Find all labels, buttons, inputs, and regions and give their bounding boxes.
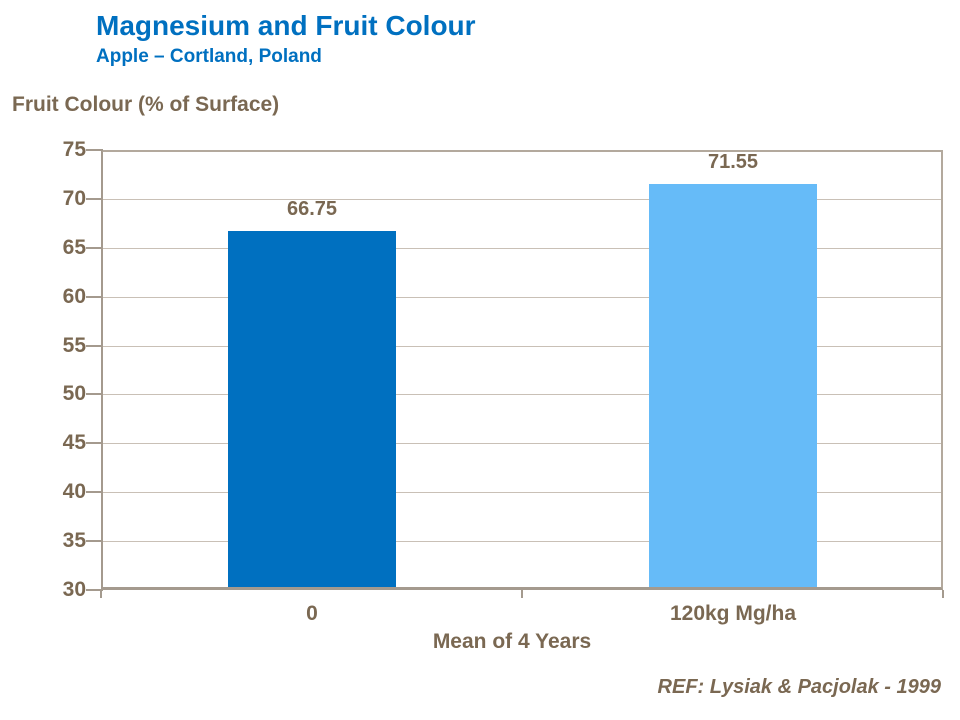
y-tick-label: 50 [62,382,86,405]
y-tick-mark [86,540,103,542]
y-tick-mark [86,149,103,151]
bar-value-label: 66.75 [286,198,338,220]
gridline [103,346,941,347]
y-tick-label: 60 [62,285,86,308]
chart-subtitle: Apple – Cortland, Poland [96,46,322,67]
x-axis-title: Mean of 4 Years [432,630,592,653]
gridline [103,248,941,249]
gridline [103,492,941,493]
bar-value-label: 71.55 [707,151,759,173]
y-axis-title: Fruit Colour (% of Surface) [12,93,280,116]
y-tick-mark [86,589,103,591]
y-tick-label: 75 [62,138,86,161]
y-tick-mark [86,393,103,395]
y-tick-label: 35 [62,529,86,552]
y-tick-mark [86,198,103,200]
chart-title: Magnesium and Fruit Colour [96,10,476,41]
y-tick-label: 55 [62,334,86,357]
x-tick-mark [521,590,523,598]
y-tick-mark [86,345,103,347]
x-category-label: 120kg Mg/ha [669,602,797,625]
plot-area [101,150,943,590]
y-tick-label: 30 [62,578,86,601]
y-tick-label: 70 [62,187,86,210]
y-tick-mark [86,296,103,298]
y-tick-mark [86,491,103,493]
gridline [103,297,941,298]
bar-control [228,231,396,587]
x-tick-mark [100,590,102,598]
y-tick-mark [86,247,103,249]
reference-text: REF: Lysiak & Pacjolak - 1999 [657,676,941,698]
y-tick-label: 65 [62,236,86,259]
gridline [103,394,941,395]
gridline [103,443,941,444]
x-category-label: 0 [306,602,318,625]
y-tick-label: 40 [62,480,86,503]
x-tick-mark [942,590,944,598]
gridline [103,541,941,542]
gridline [103,199,941,200]
y-tick-mark [86,442,103,444]
bar-treatment [649,184,817,587]
y-tick-label: 45 [62,431,86,454]
